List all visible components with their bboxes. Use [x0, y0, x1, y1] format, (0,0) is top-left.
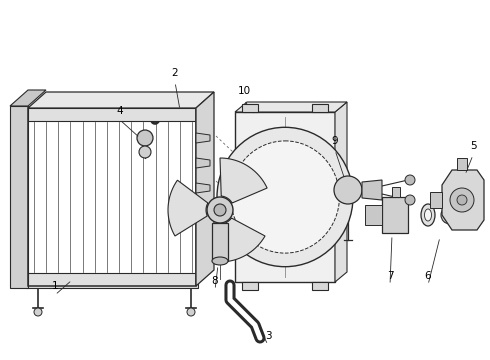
- Circle shape: [139, 146, 151, 158]
- Polygon shape: [10, 106, 28, 288]
- Circle shape: [334, 176, 362, 204]
- Ellipse shape: [424, 209, 432, 221]
- Circle shape: [457, 195, 467, 205]
- Text: 6: 6: [425, 271, 431, 281]
- Circle shape: [446, 211, 454, 219]
- Polygon shape: [26, 273, 198, 288]
- Polygon shape: [335, 102, 347, 282]
- Text: 10: 10: [238, 86, 250, 96]
- Polygon shape: [312, 282, 328, 290]
- Text: 5: 5: [470, 141, 476, 151]
- Polygon shape: [365, 205, 382, 225]
- Polygon shape: [196, 158, 210, 168]
- Ellipse shape: [217, 127, 353, 267]
- Polygon shape: [212, 223, 228, 261]
- Text: 1: 1: [51, 281, 58, 291]
- Polygon shape: [362, 180, 382, 200]
- Polygon shape: [312, 104, 328, 112]
- Polygon shape: [235, 112, 335, 282]
- Ellipse shape: [421, 204, 435, 226]
- Polygon shape: [220, 158, 267, 203]
- Polygon shape: [235, 102, 347, 112]
- Circle shape: [405, 195, 415, 205]
- Polygon shape: [10, 90, 46, 106]
- Ellipse shape: [212, 257, 228, 265]
- Polygon shape: [382, 197, 408, 233]
- Circle shape: [405, 175, 415, 185]
- Polygon shape: [196, 133, 210, 143]
- Circle shape: [34, 308, 42, 316]
- Text: 9: 9: [332, 136, 338, 146]
- Polygon shape: [457, 158, 467, 170]
- Polygon shape: [392, 187, 400, 197]
- Circle shape: [450, 188, 474, 212]
- Circle shape: [187, 308, 195, 316]
- Polygon shape: [196, 183, 210, 193]
- Polygon shape: [26, 108, 198, 121]
- Polygon shape: [196, 92, 214, 286]
- Circle shape: [137, 130, 153, 146]
- Ellipse shape: [231, 141, 340, 253]
- Text: 7: 7: [387, 271, 393, 281]
- Polygon shape: [168, 180, 208, 236]
- Text: 3: 3: [265, 331, 271, 341]
- Polygon shape: [442, 170, 484, 230]
- Circle shape: [207, 197, 233, 223]
- Text: 2: 2: [172, 68, 178, 78]
- Text: 4: 4: [117, 106, 123, 116]
- Polygon shape: [242, 104, 258, 112]
- Polygon shape: [430, 192, 442, 208]
- Polygon shape: [242, 282, 258, 290]
- Polygon shape: [216, 218, 265, 262]
- Circle shape: [214, 204, 226, 216]
- Circle shape: [441, 206, 459, 224]
- Text: 8: 8: [212, 276, 219, 286]
- Polygon shape: [28, 92, 214, 108]
